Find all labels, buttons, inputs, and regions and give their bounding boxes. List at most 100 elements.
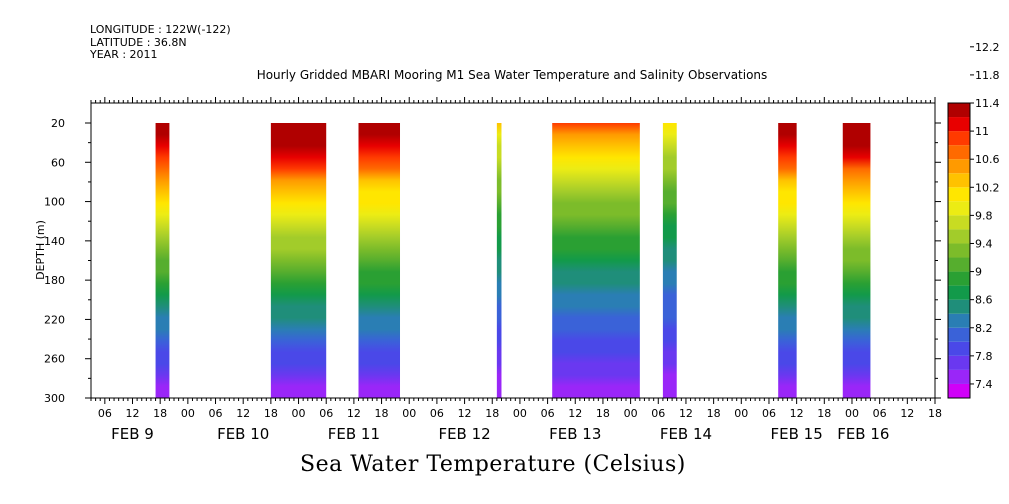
data-block-2 [270, 123, 327, 398]
colorbar-level-label: 9 [975, 266, 982, 279]
x-hour-label: 12 [347, 407, 361, 420]
x-day-label: FEB 9 [111, 425, 154, 443]
x-hour-label: 18 [707, 407, 721, 420]
plot-frame [90, 102, 936, 399]
colorbar-swatch [948, 117, 970, 132]
y-tick-label: 60 [51, 156, 65, 169]
y-tick-label: 180 [44, 274, 65, 287]
x-hour-label: 18 [817, 407, 831, 420]
colorbar-swatch [948, 103, 970, 118]
data-block-1 [155, 123, 170, 398]
colorbar-level-label: 12.2 [975, 41, 1000, 54]
colorbar-swatch [948, 383, 970, 398]
colorbar-swatch [948, 341, 970, 356]
data-block-7 [778, 123, 797, 398]
colorbar-swatch [948, 369, 970, 384]
x-hour-label: 18 [928, 407, 942, 420]
colorbar-swatch [948, 201, 970, 216]
colorbar-swatch [948, 327, 970, 342]
year-label: YEAR : 2011 [90, 48, 158, 61]
x-hour-label: 12 [790, 407, 804, 420]
x-hour-label: 06 [541, 407, 555, 420]
x-hour-label: 18 [153, 407, 167, 420]
x-day-label: FEB 13 [549, 425, 601, 443]
x-axis-title: Sea Water Temperature (Celsius) [300, 452, 686, 477]
metadata-block: LONGITUDE : 122W(-122) LATITUDE : 36.8N … [90, 23, 231, 62]
data-block-8 [842, 123, 871, 398]
colorbar-swatch [948, 299, 970, 314]
x-hour-label: 06 [762, 407, 776, 420]
colorbar-level-label: 8.6 [975, 294, 993, 307]
colorbar-swatch [948, 313, 970, 328]
x-day-label: FEB 10 [217, 425, 269, 443]
x-hour-label: 12 [568, 407, 582, 420]
colorbar-swatch [948, 215, 970, 230]
colorbar-level-label: 10.2 [975, 181, 1000, 194]
x-hour-label: 06 [319, 407, 333, 420]
colorbar-level-label: 11.4 [975, 97, 1000, 110]
colorbar-level-label: 7.4 [975, 378, 993, 391]
x-axis: 06 12 18 00 06 12 18 00 06 12 18 00 06 12 18 00 06 12 18 00… [90, 97, 942, 443]
x-hour-label: 06 [209, 407, 223, 420]
colorbar-swatch [948, 187, 970, 202]
colorbar-border [947, 102, 971, 399]
x-hour-label: 06 [430, 407, 444, 420]
x-hour-label: 12 [236, 407, 250, 420]
colorbar-swatch [948, 257, 970, 272]
y-tick-label: 300 [44, 392, 65, 405]
x-hour-label: 18 [264, 407, 278, 420]
chart-title: Hourly Gridded MBARI Mooring M1 Sea Wate… [256, 68, 768, 82]
colorbar-level-label: 9.4 [975, 237, 993, 250]
x-hour-label: 00 [292, 407, 306, 420]
x-hour-label: 18 [596, 407, 610, 420]
data-block-5 [552, 123, 640, 398]
data-block-4 [496, 123, 502, 398]
colorbar-swatch [948, 145, 970, 160]
x-hour-label: 12 [900, 407, 914, 420]
x-day-label: FEB 16 [837, 425, 889, 443]
colorbar-level-label: 10.6 [975, 153, 1000, 166]
latitude-label: LATITUDE : 36.8N [90, 35, 187, 49]
colorbar-swatch [948, 271, 970, 286]
data-blocks [155, 123, 871, 398]
colorbar-swatch [948, 285, 970, 300]
colorbar-level-label: 11.8 [975, 69, 1000, 82]
x-hour-label: 06 [873, 407, 887, 420]
y-tick-label: 260 [44, 353, 65, 366]
colorbar-level-label: 9.8 [975, 209, 993, 222]
data-block-3 [358, 123, 401, 398]
plot-border [90, 102, 936, 399]
colorbar-swatch [948, 229, 970, 244]
colorbar-level-label: 11 [975, 125, 989, 138]
y-tick-label: 140 [44, 235, 65, 248]
colorbar-swatch [948, 355, 970, 370]
x-hour-label: 06 [651, 407, 665, 420]
x-hour-label: 18 [375, 407, 389, 420]
x-hour-label: 06 [98, 407, 112, 420]
y-tick-label: 100 [44, 196, 65, 209]
colorbar-swatch [948, 173, 970, 188]
colorbar-level-label: 7.8 [975, 350, 993, 363]
colorbar-swatch [948, 159, 970, 174]
x-hour-label: 12 [679, 407, 693, 420]
x-hour-label: 00 [402, 407, 416, 420]
data-block-6 [662, 123, 677, 398]
x-day-label: FEB 12 [438, 425, 490, 443]
x-hour-label: 00 [624, 407, 638, 420]
longitude-label: LONGITUDE : 122W(-122) [90, 23, 231, 36]
colorbar: 7.4 7.8 8.2 8.6 9 9.4 9.8 10.2 10.6 11 11.4 11.8 12.… [947, 41, 1000, 399]
x-day-label: FEB 14 [660, 425, 712, 443]
x-hour-label: 00 [181, 407, 195, 420]
colorbar-swatch [948, 243, 970, 258]
x-hour-label: 00 [513, 407, 527, 420]
x-day-label: FEB 15 [771, 425, 823, 443]
x-hour-label: 00 [845, 407, 859, 420]
x-hour-label: 12 [126, 407, 140, 420]
x-day-label: FEB 11 [328, 425, 380, 443]
colorbar-swatch [948, 131, 970, 146]
x-hour-label: 12 [458, 407, 472, 420]
y-axis-label: DEPTH (m) [34, 220, 47, 280]
x-hour-label: 00 [734, 407, 748, 420]
y-tick-label: 20 [51, 117, 65, 130]
